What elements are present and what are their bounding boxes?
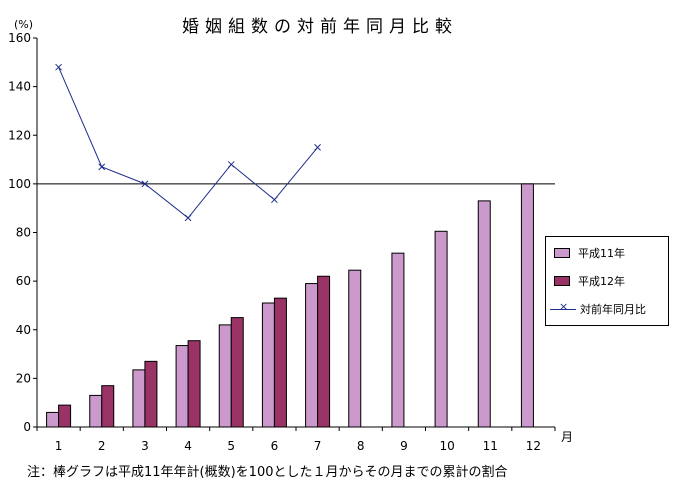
ratio-point-marker: [271, 196, 278, 204]
footnote: 注：棒グラフは平成11年年計(概数)を100とした１月からその月までの累計の割合: [27, 465, 508, 480]
y-tick-label: 40: [16, 323, 31, 337]
x-tick-label: 8: [357, 439, 365, 453]
bar-h11: [520, 183, 534, 428]
x-tick-label: 11: [483, 439, 498, 453]
ratio-point-marker: [141, 180, 149, 188]
bar-h11: [175, 345, 189, 428]
x-tick-label: 3: [141, 439, 149, 453]
y-tick-label: 160: [8, 31, 31, 45]
bar-h12: [273, 297, 287, 428]
y-tick-label: 120: [8, 128, 31, 142]
bar-h12: [58, 404, 72, 428]
x-tick-label: 5: [227, 439, 235, 453]
ratio-point-marker: [314, 144, 321, 151]
y-axis-unit: (%): [14, 18, 34, 31]
legend-swatch-h12: [554, 276, 570, 286]
x-tick-label: 4: [184, 439, 192, 453]
legend-label-h11: 平成11年: [578, 247, 625, 260]
x-tick-label: 12: [526, 439, 541, 453]
bar-h11: [391, 252, 405, 428]
bar-h11: [46, 411, 60, 428]
x-tick-label: 1: [55, 439, 63, 453]
bar-h11: [261, 302, 275, 428]
legend-label-h12: 平成12年: [578, 275, 625, 288]
legend-swatch-h11: [554, 248, 570, 258]
bar-h12: [230, 317, 244, 428]
x-axis-unit: 月: [561, 430, 574, 444]
y-tick-label: 60: [16, 274, 31, 288]
bar-h12: [187, 340, 201, 428]
ratio-point-marker: [184, 214, 192, 222]
legend-label-ratio: 対前年同月比: [580, 303, 646, 316]
x-tick-label: 9: [400, 439, 408, 453]
legend-item-h11: 平成11年: [554, 245, 625, 261]
x-tick-label: 10: [439, 439, 454, 453]
bar-h12: [101, 385, 115, 428]
bar-h11: [218, 324, 232, 428]
bar-h11: [477, 200, 491, 428]
chart-title: 婚姻組数の対前年同月比較: [182, 17, 458, 37]
ratio-point-marker: [227, 161, 235, 168]
bar-h11: [132, 369, 146, 428]
x-tick-label: 6: [271, 439, 279, 453]
bar-h12: [317, 275, 331, 428]
bar-h11: [89, 394, 103, 428]
y-tick-label: 140: [8, 80, 31, 94]
bar-h11: [348, 269, 362, 428]
ratio-point-marker: [98, 163, 106, 171]
x-tick-label: 2: [98, 439, 106, 453]
bar-h11: [305, 283, 319, 428]
y-tick-label: 80: [16, 226, 31, 240]
bar-h11: [434, 230, 448, 428]
legend-item-h12: 平成12年: [554, 273, 625, 289]
y-tick-label: 20: [16, 371, 31, 385]
x-tick-label: 7: [314, 439, 322, 453]
legend-item-ratio: 対前年同月比: [550, 300, 646, 317]
ratio-line: [58, 66, 318, 219]
ratio-point-marker: [55, 63, 62, 71]
bar-h12: [144, 360, 158, 428]
y-tick-label: 0: [23, 420, 31, 434]
legend: 平成11年 平成12年 対前年同月比: [545, 236, 669, 326]
y-tick-label: 100: [8, 177, 31, 191]
legend-line-marker-icon: [550, 300, 576, 315]
